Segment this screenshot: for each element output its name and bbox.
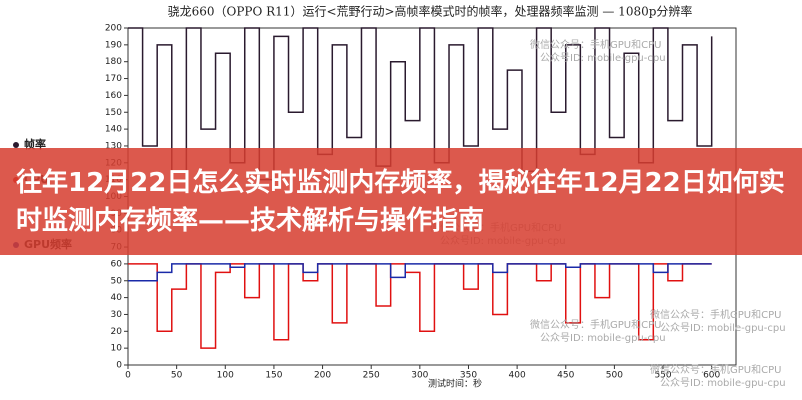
x-tick-label: 250 xyxy=(363,371,380,381)
watermark: 公众号ID: mobile-gpu-cpu xyxy=(660,322,786,334)
y-tick-label: 200 xyxy=(105,24,122,34)
y-tick-label: 190 xyxy=(105,40,122,50)
y-tick-label: 20 xyxy=(111,327,123,337)
x-tick-label: 350 xyxy=(460,371,477,381)
x-tick-label: 150 xyxy=(265,371,282,381)
x-tick-label: 500 xyxy=(606,371,623,381)
y-tick-label: 180 xyxy=(105,57,122,67)
legend-marker xyxy=(13,142,19,148)
series-line xyxy=(128,27,713,181)
x-tick-label: 50 xyxy=(171,371,183,381)
watermark: 公众号ID: mobile-gpu-cpu xyxy=(660,377,786,389)
x-tick-label: 0 xyxy=(125,371,131,381)
y-tick-label: 150 xyxy=(105,108,122,118)
y-tick-label: 60 xyxy=(111,259,123,269)
x-tick-label: 450 xyxy=(557,371,574,381)
y-tick-label: 160 xyxy=(105,91,122,101)
series-line xyxy=(128,263,712,349)
watermark: 微信公众号：手机GPU和CPU xyxy=(530,38,661,51)
x-tick-label: 100 xyxy=(217,371,234,381)
x-tick-label: 600 xyxy=(703,371,720,381)
y-tick-label: 50 xyxy=(111,276,123,286)
banner-text: 往年12月22日怎么实时监测内存频率，揭秘往年12月22日如何实时监测内存频率—… xyxy=(16,167,785,236)
watermark: 公众号ID: mobile-gpu-cpu xyxy=(540,52,666,64)
x-axis-label: 测试时间：秒 xyxy=(428,378,482,390)
watermark: 微信公众号：手机GPU和CPU xyxy=(650,308,781,321)
banner: 往年12月22日怎么实时监测内存频率，揭秘往年12月22日如何实时监测内存频率—… xyxy=(0,148,802,255)
watermark: 公众号ID: mobile-gpu-cpu xyxy=(540,332,666,344)
x-tick-label: 300 xyxy=(411,371,428,381)
y-tick-label: 10 xyxy=(111,344,123,354)
x-tick-label: 200 xyxy=(314,371,331,381)
watermark: 微信公众号：手机GPU和CPU xyxy=(530,318,661,331)
x-tick-label: 400 xyxy=(509,371,526,381)
watermark: 微信公众号：手机GPU和CPU xyxy=(650,363,781,376)
y-tick-label: 40 xyxy=(111,293,123,303)
y-tick-label: 140 xyxy=(105,125,122,135)
legend-label: 帧率 xyxy=(24,137,46,151)
x-tick-label: 550 xyxy=(654,371,671,381)
y-tick-label: 30 xyxy=(111,310,123,320)
series-line xyxy=(128,263,712,282)
y-tick-label: 170 xyxy=(105,74,122,84)
chart-title: 骁龙660（OPPO R11）运行<荒野行动>高帧率模式时的帧率，处理器频率监测… xyxy=(168,4,693,19)
y-tick-label: 130 xyxy=(105,141,122,151)
y-tick-label: 0 xyxy=(116,361,122,371)
